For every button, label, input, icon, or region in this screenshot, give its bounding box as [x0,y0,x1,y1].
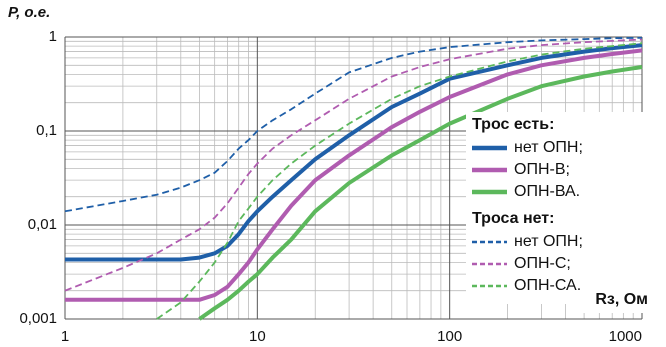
legend-label: ОПН-СА. [514,277,581,294]
legend-label: ОПН-С; [514,255,571,272]
legend-title: Трос есть: [472,116,554,133]
x-tick-label: 100 [437,328,462,345]
series-line [64,38,643,292]
labels: 1 10 100 1000 0,001 0,01 0,1 1 Трос есть: нет ОПН… [19,28,642,345]
x-label-bg [568,287,650,313]
series-line [156,42,643,320]
legend-label: ОПН-В; [514,161,570,178]
legend-box [466,112,650,304]
x-axis-label: Rз, Ом [595,291,648,308]
y-tick-label: 0,001 [19,310,57,327]
legend-label: нет ОПН; [514,233,583,250]
x-tick-label: 1000 [609,328,642,345]
legend-title: Троса нет: [472,210,554,227]
x-tick-label: 10 [249,328,266,345]
x-tick-label: 1 [61,328,69,345]
legend-label: ОПН-ВА. [514,183,580,200]
lines [64,36,643,321]
series-line [65,43,643,262]
y-tick-label: 1 [49,28,57,45]
legend-label: нет ОПН; [514,139,583,156]
series-line [198,65,643,321]
series-line [65,48,643,302]
y-tick-label: 0,01 [28,216,57,233]
y-tick-label: 0,1 [36,122,57,139]
series-line [64,36,643,213]
y-axis-label: P, о.е. [8,4,50,21]
